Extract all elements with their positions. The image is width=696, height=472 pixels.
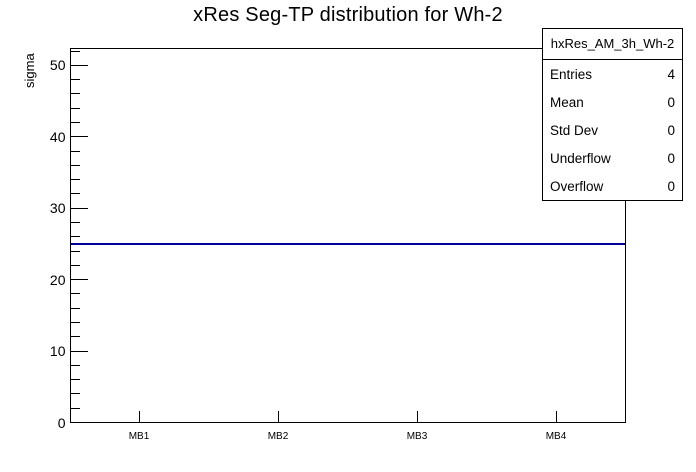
stats-row-value: 4 [667,66,675,82]
y-minor-tick [70,150,80,152]
y-minor-tick [70,393,80,395]
y-minor-tick [70,293,80,295]
y-minor-tick [70,307,80,309]
y-minor-tick [70,364,80,366]
stats-row: Entries 4 [543,60,682,88]
histogram-line [70,242,625,245]
y-minor-tick [70,164,80,166]
stats-box-title: hxRes_AM_3h_Wh-2 [543,29,682,60]
x-tick-label: MB2 [267,430,289,442]
stats-row-label: Std Dev [550,122,599,138]
stats-row-value: 0 [667,150,675,166]
stats-row-value: 0 [667,122,675,138]
y-tick-label: 30 [49,200,66,217]
stats-row-label: Mean [550,94,584,110]
y-minor-tick [70,336,80,338]
y-minor-tick [70,322,80,323]
x-tick-label: MB3 [406,430,428,442]
stats-row: Overflow 0 [543,172,682,200]
y-tick-label: 40 [49,128,66,145]
y-minor-tick [70,122,80,123]
x-tick [555,410,557,422]
y-minor-tick [70,93,80,95]
chart-title: xRes Seg-TP distribution for Wh-2 [193,4,503,26]
y-minor-tick [70,264,80,266]
stats-row-label: Overflow [550,178,604,194]
y-major-tick [70,350,88,352]
y-minor-tick [70,179,80,181]
y-major-tick [70,207,88,209]
x-tick [277,410,279,422]
y-tick-label: 10 [49,343,66,360]
stats-row-label: Entries [550,66,593,82]
x-tick-label: MB4 [545,430,567,442]
y-major-tick [70,136,88,138]
y-minor-tick [70,107,80,109]
y-minor-tick [70,50,80,52]
y-minor-tick [70,222,80,223]
x-tick-label: MB1 [128,430,150,442]
y-tick-label: 50 [49,57,66,74]
x-tick [416,410,418,422]
y-major-tick [70,64,88,66]
stats-row-value: 0 [667,178,675,194]
plot-frame [69,47,626,423]
y-minor-tick [70,407,80,409]
stats-row-value: 0 [667,94,675,110]
stats-row: Std Dev 0 [543,116,682,144]
x-tick [138,410,140,422]
y-minor-tick [70,79,80,81]
stats-box: hxRes_AM_3h_Wh-2 Entries 4 Mean 0 Std Dev 0 Un… [542,28,683,201]
stats-row-label: Underflow [550,150,611,166]
stats-box-rows: Entries 4 Mean 0 Std Dev 0 Underflow 0 Overflow 0 [543,60,682,200]
y-tick-label: 0 [57,414,66,431]
stats-row: Underflow 0 [543,144,682,172]
stats-row: Mean 0 [543,88,682,116]
y-minor-tick [70,236,80,238]
y-minor-tick [70,250,80,252]
y-minor-tick [70,379,80,381]
y-minor-tick [70,193,80,195]
y-major-tick [70,279,88,281]
y-major-tick [70,422,88,423]
y-tick-label: 20 [49,271,66,288]
